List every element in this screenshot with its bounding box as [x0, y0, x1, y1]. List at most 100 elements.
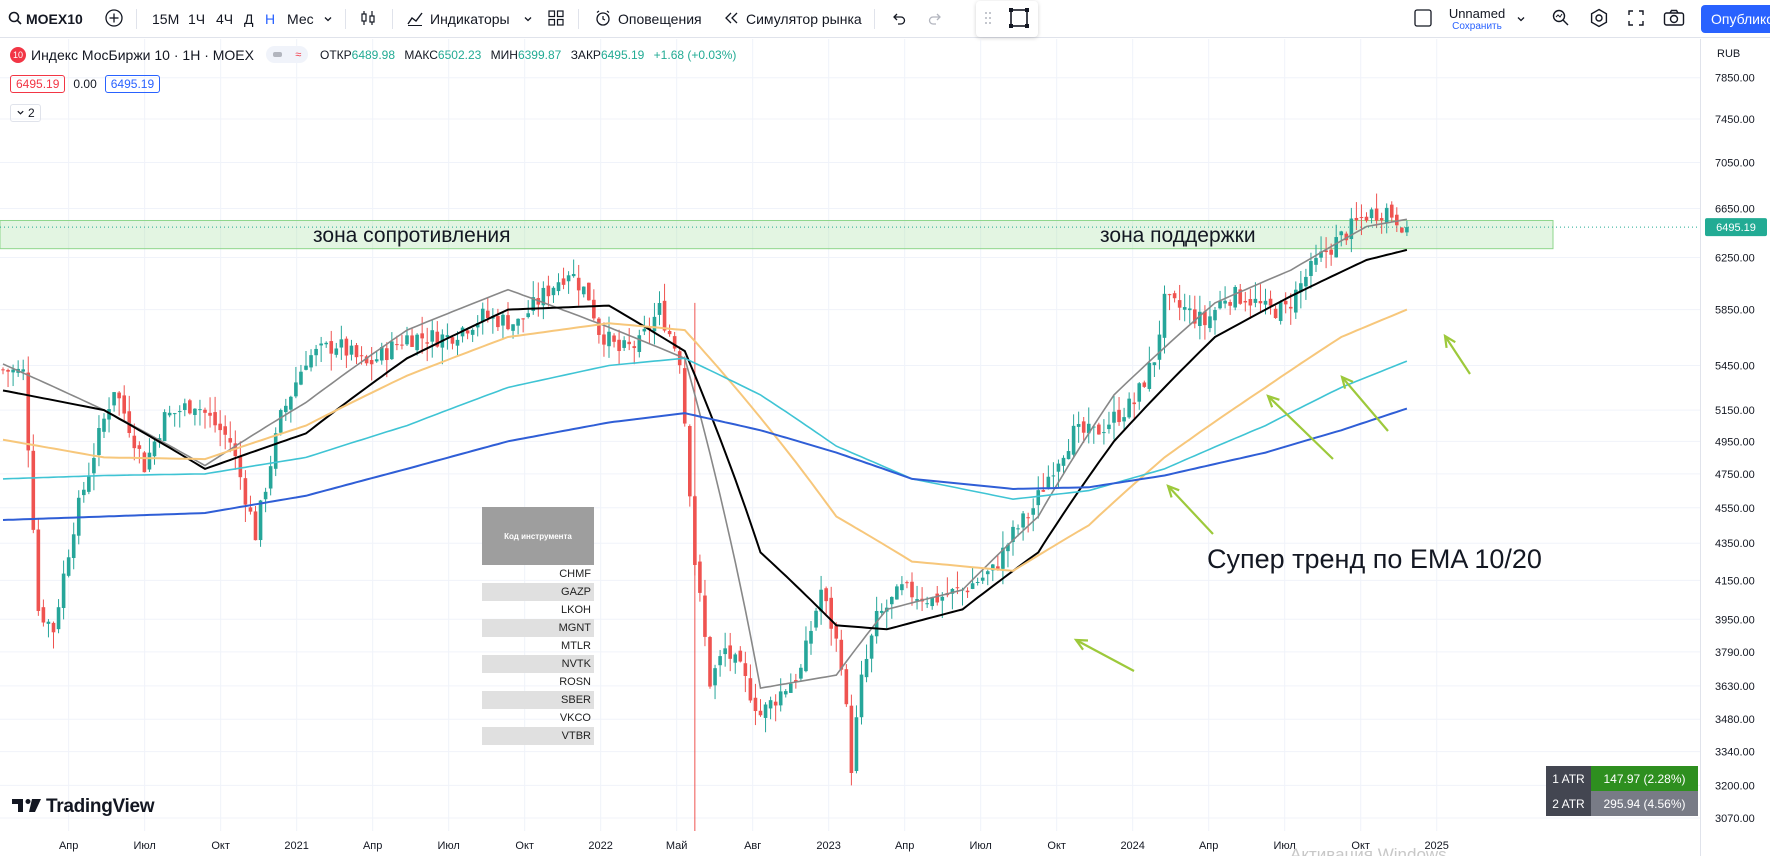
candle-body [1213, 309, 1217, 321]
time-axis-label: 2021 [284, 840, 308, 852]
windows-activation-watermark: Активация Windows [1290, 844, 1447, 856]
candle-body [1203, 311, 1207, 326]
candle-body [682, 368, 687, 424]
candle-body [36, 529, 41, 611]
interval-1d[interactable]: Д [244, 0, 253, 38]
price-scale[interactable]: 7850.00 7450.00 7050.00 6650.00 6250.00 5850.… [1700, 39, 1770, 856]
price-axis-label: 4350.00 [1715, 538, 1755, 550]
candle-body [783, 691, 788, 695]
price-axis-label: 7850.00 [1715, 73, 1755, 85]
candle-body [1324, 250, 1328, 253]
candle-body [1031, 508, 1035, 515]
buy-price-button[interactable]: 6495.19 [104, 75, 161, 93]
drawing-toolbar-handle[interactable] [976, 1, 1038, 37]
ticker-row: SBER [482, 691, 594, 709]
layout-name-button[interactable]: Unnamed Сохранить [1447, 0, 1507, 38]
candle-body [940, 596, 945, 601]
candle-body [228, 438, 233, 443]
annotation-arrow-shaft [1267, 395, 1334, 460]
indicators-count-chip[interactable]: 2 [10, 104, 41, 122]
interval-label: 15М [152, 11, 180, 27]
interval-4h[interactable]: 4Ч [216, 0, 233, 38]
fullscreen-button[interactable] [1627, 0, 1645, 38]
currency-label: RUB [1717, 48, 1741, 60]
indicators-icon [406, 9, 424, 30]
time-axis-label: Окт [1047, 840, 1066, 852]
interval-1m[interactable]: Мес [287, 0, 314, 38]
layouts-button[interactable] [547, 0, 565, 38]
candle-body [82, 489, 86, 496]
indicators-collapse-button[interactable]: 2 [10, 104, 41, 122]
candle-body [92, 457, 96, 474]
settings-button[interactable] [1589, 0, 1609, 38]
time-axis-label: Май [666, 840, 688, 852]
interval-dropdown[interactable] [323, 0, 333, 38]
currency-selector[interactable]: RUB [1717, 48, 1740, 60]
layout-select-checkbox[interactable] [1413, 0, 1433, 38]
alerts-button[interactable]: Оповещения [594, 0, 702, 38]
publish-button[interactable]: Опубликс [1701, 5, 1770, 33]
candle-body [369, 359, 374, 365]
candle-body [329, 341, 334, 354]
candle-body [243, 478, 248, 505]
candle-body [637, 335, 642, 352]
price-axis-label: 3070.00 [1715, 813, 1755, 825]
candle-body [289, 396, 293, 410]
candle-body [592, 299, 596, 319]
candle-body [738, 650, 743, 662]
replay-button[interactable]: Симулятор рынка [724, 0, 862, 38]
interval-1w[interactable]: Н [265, 0, 275, 38]
candle-body [278, 410, 283, 433]
candle-body [46, 621, 51, 624]
bid-ask-row: 6495.19 0.00 6495.19 [10, 75, 161, 93]
candle-body [61, 573, 66, 609]
candle-body [107, 409, 111, 420]
indicators-button[interactable]: Индикаторы [406, 0, 510, 38]
sell-price-button[interactable]: 6495.19 [10, 75, 66, 93]
price-scale-canvas[interactable]: 7850.00 7450.00 7050.00 6650.00 6250.00 5850.… [1701, 39, 1770, 856]
candle-body [253, 511, 258, 541]
candle-body [703, 595, 707, 637]
chart-type-button[interactable] [359, 0, 377, 38]
layout-dropdown[interactable] [1516, 0, 1526, 38]
candle-body [587, 282, 591, 301]
support-resistance-zone [0, 219, 1554, 250]
wave-icon: ≈ [295, 48, 302, 61]
ticker-row: VKCO [559, 712, 591, 724]
candle-body [607, 331, 611, 347]
symbol-search-button[interactable]: MOEX10 [8, 0, 83, 38]
tradingview-logo[interactable]: TradingView [12, 796, 155, 818]
annotation-arrow-shaft [1075, 639, 1135, 672]
candle-body [1400, 227, 1404, 233]
candle-body [344, 338, 349, 356]
redo-button[interactable] [928, 0, 944, 38]
undo-icon [890, 11, 906, 28]
interval-label: 1Ч [188, 11, 206, 27]
visibility-toggle[interactable]: ≈ [265, 46, 308, 63]
candle-body [51, 622, 56, 633]
indicators-dropdown[interactable] [523, 0, 533, 38]
screenshot-button[interactable] [1663, 0, 1685, 38]
interval-label: Н [265, 11, 276, 27]
chart-pane[interactable]: зона сопротивления зона поддержки Супер тр… [0, 39, 1700, 856]
time-axis-label: 2023 [816, 840, 840, 852]
interval-15m[interactable]: 15М [152, 0, 179, 38]
candle-body [1071, 425, 1076, 455]
candle-body [854, 717, 859, 772]
candle-body [561, 278, 566, 285]
candle-body [1364, 216, 1369, 221]
candle-body [879, 610, 884, 613]
candle-body [425, 342, 429, 344]
quick-search-button[interactable] [1551, 0, 1571, 38]
chart-canvas[interactable]: зона сопротивления зона поддержки Супер тр… [0, 39, 1700, 856]
symbol-title[interactable]: Индекс МосБиржи 10 · 1Н · MOEX [31, 46, 254, 63]
search-icon [8, 11, 22, 28]
undo-button[interactable] [890, 0, 906, 38]
candle-body [390, 341, 394, 360]
atr-row-1: 1 ATR 147.97 (2.28%) [1546, 766, 1698, 791]
interval-1h[interactable]: 1Ч [188, 0, 205, 38]
compare-symbol-button[interactable] [104, 0, 124, 38]
candle-body [420, 333, 424, 339]
candle-body [1208, 316, 1212, 329]
candle-body [102, 418, 106, 432]
